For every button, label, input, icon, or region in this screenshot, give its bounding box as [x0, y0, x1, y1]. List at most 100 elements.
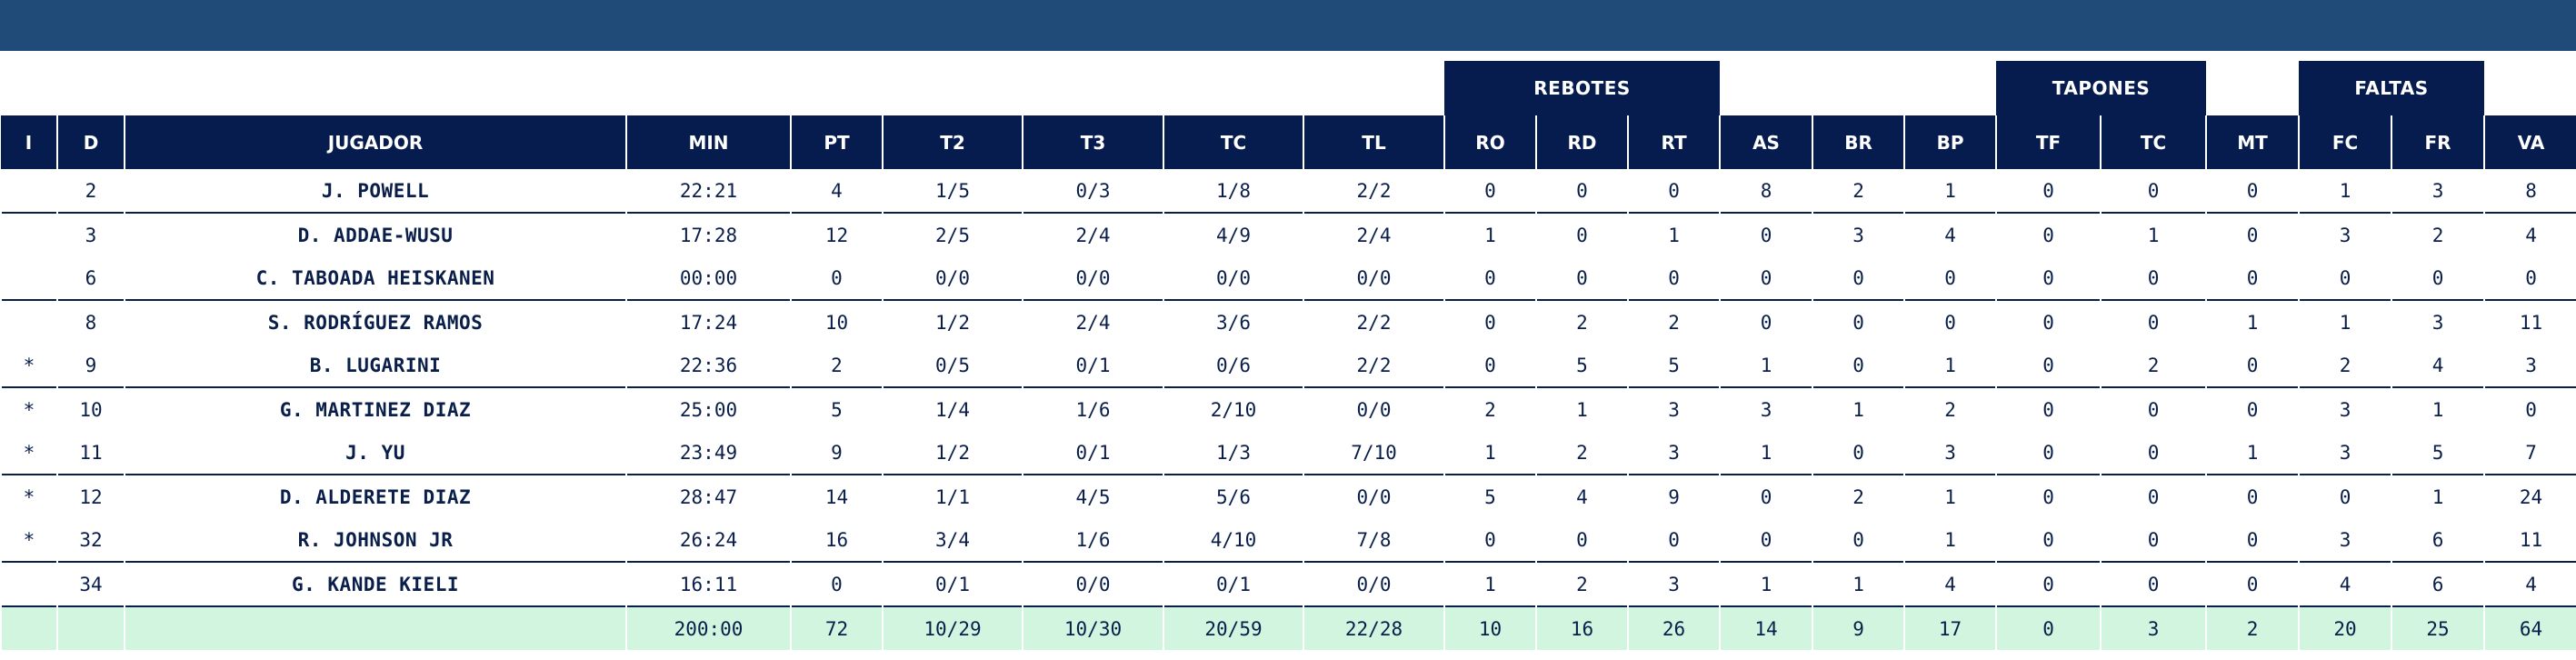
col-fr-cell: 6 — [2391, 561, 2485, 606]
col-rd-cell: 0 — [1535, 169, 1628, 213]
player-row: 34 G. KANDE KIELI 16:11 0 0/1 0/0 0/1 0/0 1 2 3 1 1 4… — [0, 561, 2576, 606]
col-tl-cell: 0/0 — [1303, 256, 1444, 300]
col-mt-total: 2 — [2205, 605, 2300, 650]
col-pt-header: PT — [790, 115, 883, 169]
col-i-cell — [0, 212, 57, 256]
col-as-cell: 8 — [1719, 169, 1813, 213]
col-pt-cell: 5 — [790, 386, 883, 431]
column-header-row: I D JUGADOR MIN PT T2 T3 TC TL RO RD RT AS BR BP TF TC MT… — [1, 115, 2576, 169]
col-rt-cell: 0 — [1626, 169, 1721, 213]
col-rt-cell: 5 — [1626, 344, 1721, 387]
col-tc-cell: 1/8 — [1163, 169, 1303, 213]
col-fr-total: 25 — [2391, 605, 2485, 650]
col-tc-cell: 1/3 — [1163, 431, 1303, 475]
col-pt-cell: 4 — [790, 169, 883, 213]
col-mt-cell: 0 — [2205, 386, 2300, 431]
col-rd-cell: 2 — [1535, 299, 1628, 344]
col-t2-cell: 1/5 — [882, 169, 1023, 213]
col-fc-cell: 3 — [2298, 212, 2392, 256]
col-jugador-cell: R. JOHNSON JR — [124, 518, 626, 562]
col-tf-cell: 0 — [1995, 169, 2102, 213]
col-tc-cell: 3/6 — [1163, 299, 1303, 344]
col-as-cell: 0 — [1719, 474, 1813, 518]
col-jugador-cell: J. YU — [124, 431, 626, 475]
col-tc-cell: 4/10 — [1163, 518, 1303, 562]
col-fc-cell: 3 — [2298, 386, 2392, 431]
col-i-cell: * — [0, 386, 57, 431]
col-d-cell: 32 — [56, 518, 125, 562]
col-min-cell: 25:00 — [625, 386, 791, 431]
col-i-cell — [0, 256, 57, 300]
col-rt-cell: 2 — [1626, 299, 1721, 344]
player-row: * 11 J. YU 23:49 9 1/2 0/1 1/3 7/10 1 2 3 1 0 3 0 0 1 3 5 7 — [0, 431, 2576, 475]
col-tf-total: 0 — [1995, 605, 2102, 650]
col-fr-cell: 2 — [2391, 212, 2485, 256]
col-t2-cell: 3/4 — [882, 518, 1023, 562]
col-va-cell: 7 — [2483, 431, 2576, 475]
col-fr-cell: 4 — [2391, 344, 2485, 387]
col-pt-cell: 0 — [790, 561, 883, 606]
player-row: * 12 D. ALDERETE DIAZ 28:47 14 1/1 4/5 5/6 0/0 5 4… — [0, 474, 2576, 518]
col-pt-total: 72 — [790, 605, 883, 650]
col-tc-cell: 4/9 — [1163, 212, 1303, 256]
col-tl-total: 22/28 — [1303, 605, 1444, 650]
col-bp-cell: 4 — [1903, 212, 1997, 256]
col-min-cell: 17:24 — [625, 299, 791, 344]
col-rt-cell: 9 — [1626, 474, 1721, 518]
col-rd-header: RD — [1535, 115, 1628, 169]
col-rd-total: 16 — [1535, 605, 1628, 650]
col-d-cell: 10 — [56, 386, 125, 431]
col-ro-cell: 1 — [1443, 431, 1536, 475]
group-spacer — [2206, 61, 2300, 115]
col-i-total — [0, 605, 57, 650]
col-va-cell: 24 — [2483, 474, 2576, 518]
col-fc-cell: 1 — [2298, 169, 2392, 213]
col-ro-cell: 1 — [1443, 212, 1536, 256]
col-t2-cell: 0/1 — [882, 561, 1023, 606]
col-min-cell: 17:28 — [625, 212, 791, 256]
col-t3-cell: 1/6 — [1022, 386, 1163, 431]
col-t2-cell: 1/2 — [882, 299, 1023, 344]
col-tl-cell: 7/10 — [1303, 431, 1444, 475]
col-min-cell: 22:21 — [625, 169, 791, 213]
col-rt-header: RT — [1626, 115, 1721, 169]
col-tf-cell: 0 — [1995, 386, 2102, 431]
col-d-cell: 12 — [56, 474, 125, 518]
col-tc-tapones-cell: 0 — [2100, 561, 2207, 606]
col-br-header: BR — [1812, 115, 1905, 169]
col-i-cell: * — [0, 518, 57, 562]
col-bp-cell: 2 — [1903, 386, 1997, 431]
player-row: * 10 G. MARTINEZ DIAZ 25:00 5 1/4 1/6 2/10 0/0 2 1… — [0, 386, 2576, 431]
col-tc-tapones-cell: 1 — [2100, 212, 2207, 256]
col-br-cell: 0 — [1812, 518, 1905, 562]
col-jugador-cell: C. TABOADA HEISKANEN — [124, 256, 626, 300]
group-spacer — [1720, 61, 1997, 115]
col-ro-cell: 1 — [1443, 561, 1536, 606]
col-fr-cell: 1 — [2391, 474, 2485, 518]
player-row: * 32 R. JOHNSON JR 26:24 16 3/4 1/6 4/10 7/8 0 0 0 0… — [0, 518, 2576, 562]
col-t3-cell: 4/5 — [1022, 474, 1163, 518]
col-t3-cell: 0/1 — [1022, 344, 1163, 387]
col-t2-cell: 1/1 — [882, 474, 1023, 518]
group-tapones: TAPONES — [1996, 61, 2207, 115]
col-min-cell: 23:49 — [625, 431, 791, 475]
col-pt-cell: 12 — [790, 212, 883, 256]
col-tf-cell: 0 — [1995, 474, 2102, 518]
col-as-cell: 1 — [1719, 561, 1813, 606]
col-t2-cell: 0/0 — [882, 256, 1023, 300]
col-tc-cell: 0/1 — [1163, 561, 1303, 606]
col-bp-header: BP — [1903, 115, 1997, 169]
col-jugador-total — [124, 605, 626, 650]
col-tf-cell: 0 — [1995, 212, 2102, 256]
col-fc-cell: 2 — [2298, 344, 2392, 387]
col-va-cell: 11 — [2483, 518, 2576, 562]
col-d-cell: 8 — [56, 299, 125, 344]
col-min-header: MIN — [625, 115, 791, 169]
col-br-cell: 2 — [1812, 169, 1905, 213]
top-banner — [0, 0, 2576, 51]
col-jugador-cell: D. ALDERETE DIAZ — [124, 474, 626, 518]
col-t2-cell: 0/5 — [882, 344, 1023, 387]
col-mt-cell: 0 — [2205, 518, 2300, 562]
table-body: 2 J. POWELL 22:21 4 1/5 0/3 1/8 2/2 0 0 0 8 2 1 0 0 0 1 3 8… — [0, 169, 2576, 650]
col-va-header: VA — [2483, 115, 2576, 169]
